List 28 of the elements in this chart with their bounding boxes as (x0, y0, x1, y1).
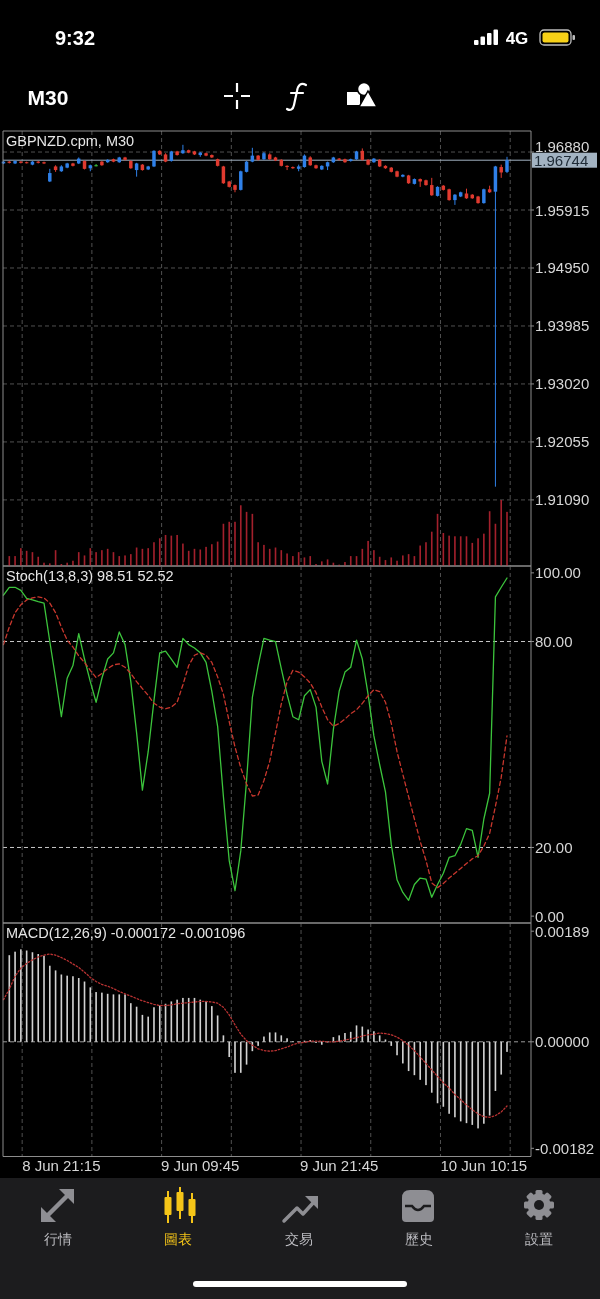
text: 行情 (44, 1231, 72, 1247)
y-tick-label: 1.93020 (535, 375, 590, 393)
chart-title: MACD(12,26,9) -0.000172 -0.001096 (6, 925, 246, 941)
y-tick-label: 0.00000 (535, 1033, 590, 1051)
y-tick-label: 20.00 (535, 838, 573, 856)
y-tick-label: 80.00 (535, 633, 573, 651)
text: M30 (27, 86, 69, 109)
y-tick-label: -0.00182 (535, 1139, 595, 1157)
chart-title: GBPNZD.cpm, M30 (6, 133, 135, 149)
y-tick-label: 0.00189 (535, 922, 590, 940)
y-tick-label: 100.00 (535, 564, 581, 582)
text: 設置 (525, 1231, 553, 1247)
y-tick-label: 1.92055 (535, 433, 590, 451)
text: 交易 (284, 1231, 313, 1247)
x-tick-label: 9 Jun 21:45 (299, 1156, 379, 1174)
text: 4G (505, 29, 529, 48)
y-tick-label: 0.00 (535, 907, 565, 925)
x-tick-label: 9 Jun 09:45 (161, 1156, 240, 1174)
x-tick-label: 8 Jun 21:15 (22, 1156, 101, 1174)
chart-title: Stoch(13,8,3) 98.51 52.52 (6, 568, 174, 584)
text: 圖表 (164, 1231, 193, 1247)
y-tick-label: 1.95915 (535, 201, 590, 219)
y-tick-label: 1.91090 (535, 491, 590, 509)
y-tick-label: 1.93985 (535, 317, 590, 335)
text: 9:32 (54, 27, 96, 49)
x-tick-label: 10 Jun 10:15 (440, 1156, 528, 1174)
y-tick-label: 1.94950 (535, 259, 590, 277)
text: 歷史 (404, 1231, 433, 1247)
